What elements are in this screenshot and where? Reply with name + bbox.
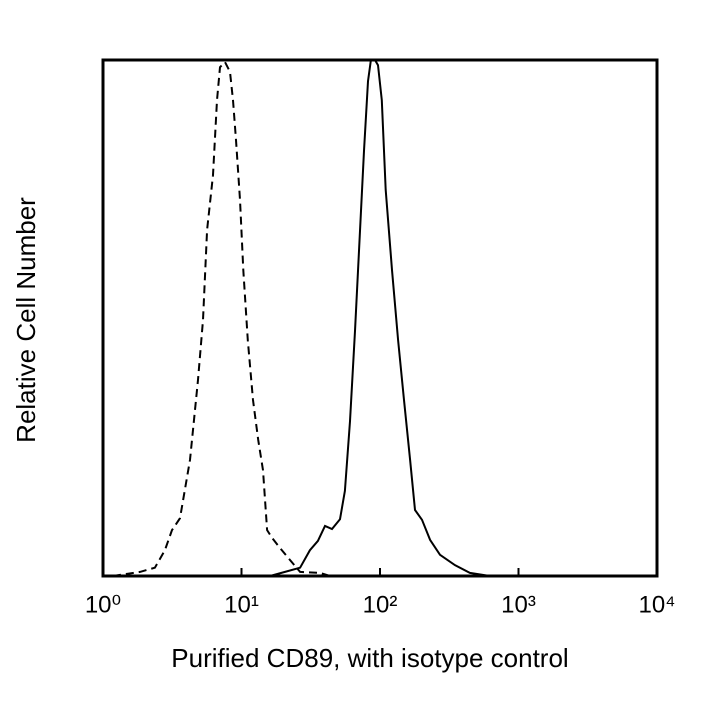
x-tick-label: 10¹	[224, 591, 259, 618]
y-axis-label: Relative Cell Number	[11, 197, 41, 443]
x-tick-label: 10⁰	[85, 591, 121, 618]
x-tick-label: 10²	[363, 591, 398, 618]
x-tick-label: 10³	[501, 591, 536, 618]
plot-frame	[101, 58, 659, 578]
histogram-line	[112, 60, 331, 576]
histogram-line	[269, 60, 650, 576]
x-tick-label: 10⁴	[638, 591, 675, 618]
x-axis-label: Purified CD89, with isotype control	[171, 643, 568, 673]
